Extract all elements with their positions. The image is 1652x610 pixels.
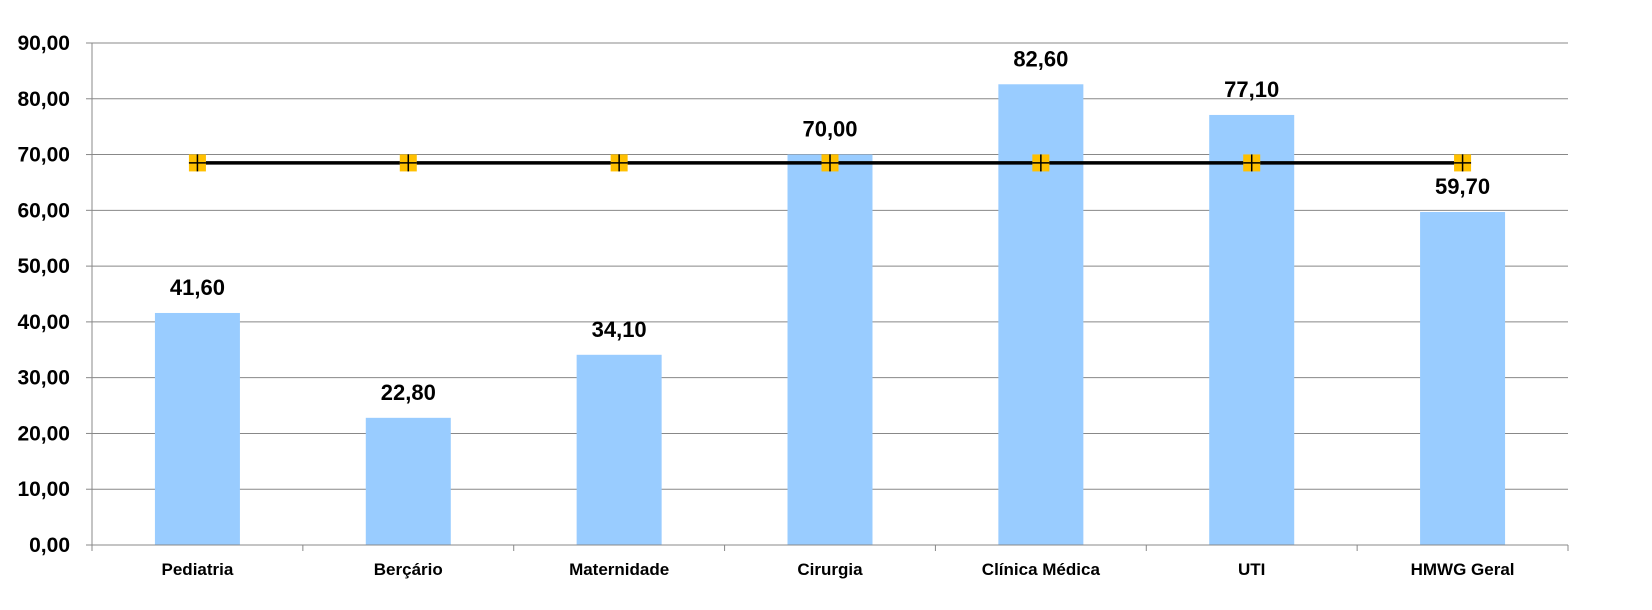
y-axis-tick-label: 30,00: [17, 367, 70, 390]
y-axis-tick-label: 70,00: [17, 144, 70, 167]
bar-value-labels: 41,60 22,80 34,10 70,00 82,60 77,10 59,70: [170, 46, 1490, 405]
x-axis-category-labels: Pediatria Berçário Maternidade Cirurgia Clín…: [162, 560, 1515, 579]
bar: [998, 84, 1084, 545]
target-line-series: [188, 154, 1472, 172]
y-axis-tick-label: 10,00: [17, 478, 70, 501]
bar-value-label: 59,70: [1435, 174, 1490, 199]
bar: [787, 154, 873, 546]
bar: [1209, 114, 1295, 545]
bar: [154, 312, 240, 545]
line-marker: [610, 154, 628, 172]
line-marker: [188, 154, 206, 172]
bar-value-label: 70,00: [802, 117, 857, 142]
x-axis-category-label: HMWG Geral: [1411, 560, 1515, 579]
x-axis-category-label: Maternidade: [569, 560, 669, 579]
bar-value-label: 22,80: [381, 380, 436, 405]
y-axis-tick-label: 80,00: [17, 88, 70, 111]
line-marker: [821, 154, 839, 172]
x-axis-category-label: UTI: [1238, 560, 1265, 579]
line-marker: [399, 154, 417, 172]
bar-value-label: 41,60: [170, 275, 225, 300]
bar: [576, 354, 662, 545]
axes: [86, 42, 1569, 551]
x-axis-category-label: Cirurgia: [797, 560, 863, 579]
line-marker: [1454, 154, 1472, 172]
bar-value-label: 34,10: [592, 317, 647, 342]
bar-value-label: 77,10: [1224, 77, 1279, 102]
y-axis-tick-label: 50,00: [17, 255, 70, 278]
bar: [1420, 212, 1506, 546]
bar: [365, 417, 451, 545]
y-axis-tick-label: 40,00: [17, 311, 70, 334]
y-axis-tick-labels: 0,00 10,00 20,00 30,00 40,00 50,00 60,00 70,00 8…: [17, 32, 70, 557]
bar-value-label: 82,60: [1013, 46, 1068, 71]
y-axis-tick-label: 0,00: [29, 534, 70, 557]
x-axis-category-label: Pediatria: [162, 560, 234, 579]
y-axis-tick-label: 90,00: [17, 32, 70, 55]
bar-series: [154, 84, 1506, 546]
y-axis-tick-label: 20,00: [17, 422, 70, 445]
x-axis-category-label: Berçário: [374, 560, 443, 579]
line-marker: [1032, 154, 1050, 172]
x-axis-category-label: Clínica Médica: [982, 560, 1101, 579]
line-marker: [1243, 154, 1261, 172]
y-axis-tick-label: 60,00: [17, 199, 70, 222]
